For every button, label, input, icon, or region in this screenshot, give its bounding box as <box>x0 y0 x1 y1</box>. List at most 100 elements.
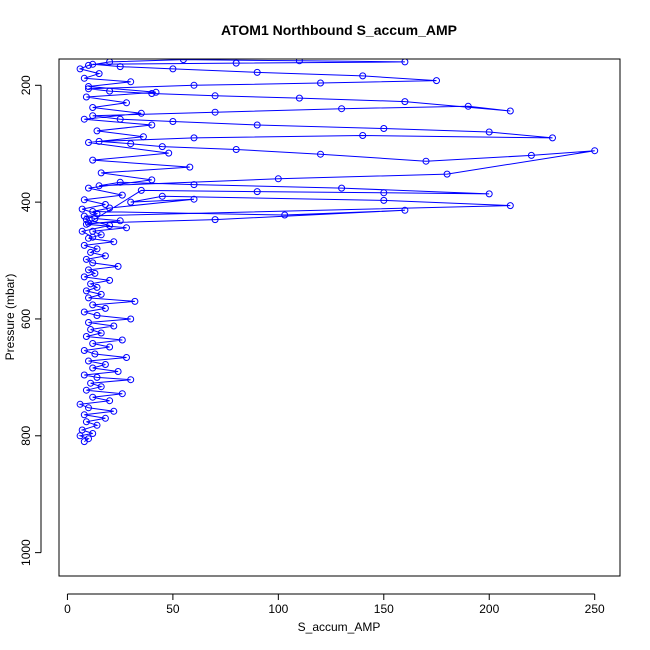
data-point <box>97 231 105 239</box>
data-point <box>85 184 92 192</box>
data-point <box>87 379 95 387</box>
data-point <box>106 59 114 66</box>
data-point <box>179 59 187 64</box>
data-point <box>78 426 86 434</box>
data-point <box>158 143 166 151</box>
data-point <box>116 178 124 186</box>
x-tick-label: 0 <box>64 602 71 616</box>
x-tick-label: 250 <box>585 602 605 616</box>
data-point <box>123 224 130 232</box>
data-point <box>89 364 97 372</box>
data-point <box>127 198 135 206</box>
y-tick-label: 200 <box>19 75 33 95</box>
data-point <box>82 418 90 426</box>
data-point <box>131 297 139 305</box>
data-point <box>464 102 472 110</box>
data-point <box>123 354 130 361</box>
data-point <box>78 205 86 213</box>
y-axis-label: Pressure (mbar) <box>3 274 17 361</box>
data-point <box>76 400 84 408</box>
data-point <box>281 211 289 219</box>
data-point <box>527 151 535 159</box>
data-point <box>85 85 92 93</box>
data-point <box>89 393 97 401</box>
data-point <box>506 107 514 115</box>
data-point <box>591 147 599 155</box>
data-point <box>401 98 409 106</box>
x-tick-label: 100 <box>268 602 288 616</box>
data-point <box>106 343 114 351</box>
data-point <box>359 72 367 80</box>
plot-frame <box>58 58 621 577</box>
data-point <box>82 333 90 340</box>
data-point <box>95 182 103 190</box>
data-point <box>106 276 114 284</box>
data-point <box>80 371 88 379</box>
data-point <box>401 206 409 214</box>
data-point <box>85 404 92 412</box>
y-axis: 200 400 600 800 1000 <box>19 75 42 566</box>
data-point <box>93 245 101 253</box>
data-point <box>76 65 84 73</box>
data-point <box>110 238 118 246</box>
data-point <box>380 196 388 204</box>
data-point <box>80 115 88 123</box>
data-point <box>190 195 198 203</box>
data-point <box>85 139 92 146</box>
data-point <box>158 192 166 200</box>
data-point <box>295 59 303 65</box>
data-point <box>93 312 101 319</box>
y-tick-label: 400 <box>19 192 33 212</box>
data-point <box>101 252 109 260</box>
data-point <box>85 435 92 443</box>
data-point <box>93 283 101 291</box>
series-line <box>78 59 595 443</box>
data-point <box>169 65 177 73</box>
data-point <box>485 128 493 136</box>
data-point <box>89 60 97 68</box>
x-tick-label: 200 <box>479 602 499 616</box>
data-point <box>85 234 92 242</box>
data-point <box>89 156 97 164</box>
data-point <box>101 361 109 368</box>
data-point <box>110 322 118 330</box>
data-point <box>137 186 145 194</box>
data-point <box>80 212 88 220</box>
data-point <box>506 202 514 210</box>
data-point <box>232 146 240 153</box>
data-point <box>253 188 261 196</box>
data-point <box>118 191 126 199</box>
data-point <box>82 287 90 295</box>
data-point <box>338 184 346 192</box>
data-point <box>443 170 451 178</box>
y-tick-label: 600 <box>19 309 33 329</box>
y-tick-label: 800 <box>19 425 33 445</box>
data-point <box>93 127 101 135</box>
data-point <box>253 121 261 129</box>
data-point <box>422 157 430 165</box>
data-point <box>82 216 90 224</box>
data-point <box>274 175 282 183</box>
data-point <box>101 414 109 422</box>
data-point <box>295 94 303 102</box>
data-point <box>85 357 92 365</box>
data-point <box>80 74 88 82</box>
data-point <box>317 79 324 87</box>
data-point <box>137 109 145 117</box>
x-axis-label: S_accum_AMP <box>298 620 381 634</box>
data-point <box>80 273 88 281</box>
data-point <box>93 421 101 429</box>
data-point <box>80 308 88 316</box>
data-point <box>80 347 88 354</box>
data-point <box>89 233 97 241</box>
data-point <box>87 326 95 333</box>
series-layer <box>76 59 599 446</box>
data-point <box>123 99 130 107</box>
data-point <box>190 134 198 142</box>
x-tick-label: 50 <box>166 602 180 616</box>
data-point <box>106 222 114 229</box>
chart-title: ATOM1 Northbound S_accum_AMP <box>221 22 457 38</box>
data-point <box>127 315 135 323</box>
data-point <box>110 407 118 415</box>
